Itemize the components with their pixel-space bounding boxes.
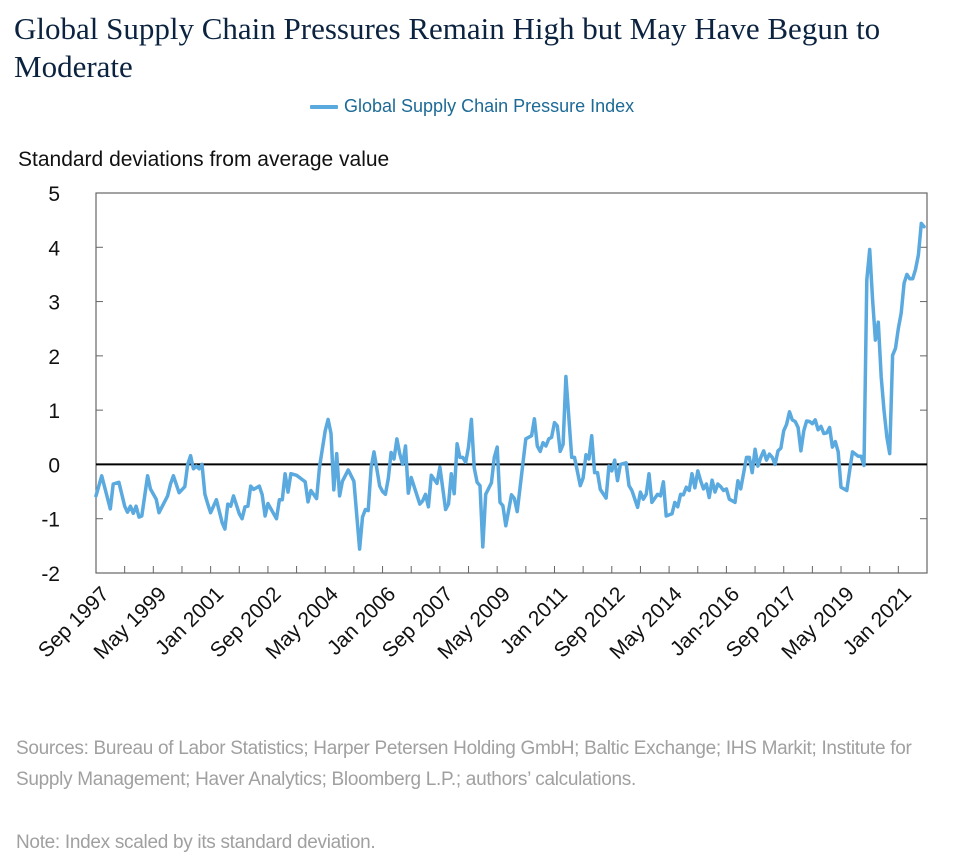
legend: Global Supply Chain Pressure Index xyxy=(310,96,634,117)
y-tick-label: 0 xyxy=(48,454,60,477)
y-tick-label: -2 xyxy=(41,563,60,586)
plot-frame xyxy=(95,192,928,574)
y-axis: 5 4 3 2 1 0 -1 -2 xyxy=(41,183,927,586)
series-line-gscpi xyxy=(94,221,926,551)
y-tick-label: -1 xyxy=(41,509,60,532)
sources-note: Sources: Bureau of Labor Statistics; Har… xyxy=(16,738,912,790)
y-tick-label: 2 xyxy=(48,346,60,369)
chart-title: Global Supply Chain Pressures Remain Hig… xyxy=(14,11,881,84)
legend-line-swatch xyxy=(310,104,338,109)
y-tick-label: 4 xyxy=(48,237,60,260)
y-tick-label: 3 xyxy=(48,292,60,315)
y-tick-label: 5 xyxy=(48,183,60,206)
index-note: Note: Index scaled by its standard devia… xyxy=(16,832,376,853)
y-axis-label: Standard deviations from average value xyxy=(18,148,390,171)
y-tick-label: 1 xyxy=(48,400,60,423)
legend-label: Global Supply Chain Pressure Index xyxy=(344,96,635,116)
